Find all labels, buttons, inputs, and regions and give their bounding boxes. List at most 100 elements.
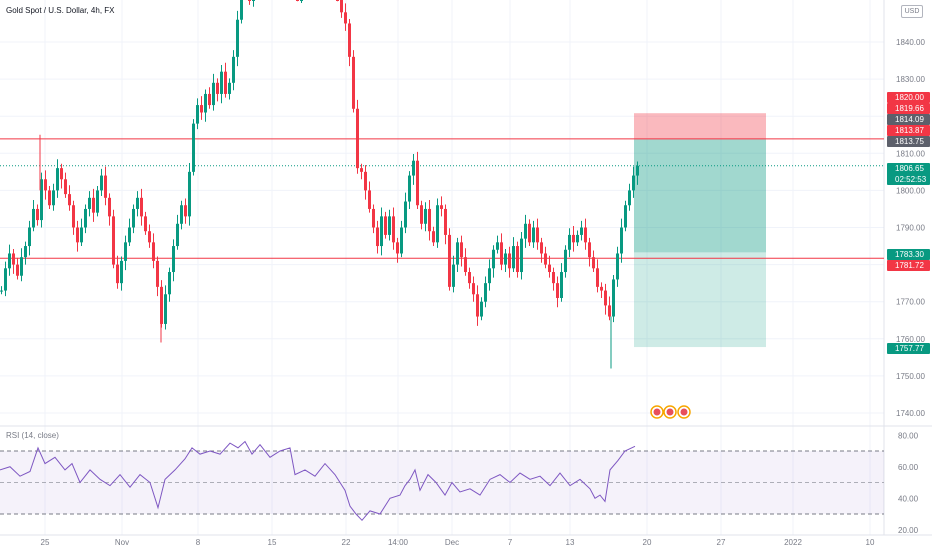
time-tick-label: 15	[268, 538, 277, 547]
time-tick-label: Nov	[115, 538, 129, 547]
candle-body	[104, 175, 107, 198]
candle-body	[472, 283, 475, 295]
candle-body	[400, 227, 403, 254]
rsi-tick-label: 40.00	[898, 494, 919, 503]
currency-badge[interactable]: USD	[901, 5, 923, 18]
candle-body	[552, 272, 555, 284]
time-tick-label: Dec	[445, 538, 459, 547]
candle-body	[180, 205, 183, 224]
price-tag-label: 1814.09	[895, 115, 924, 124]
candle-body	[620, 227, 623, 254]
candle-body	[512, 246, 515, 269]
candle-body	[376, 227, 379, 247]
rsi-title: RSI (14, close)	[6, 431, 59, 440]
candle-body	[88, 197, 91, 209]
candle-body	[436, 205, 439, 243]
candle-body	[352, 56, 355, 109]
candle-body	[252, 0, 255, 1]
time-tick-label: 27	[717, 538, 726, 547]
candle-body	[420, 205, 423, 224]
candle-body	[488, 268, 491, 284]
candle-body	[152, 242, 155, 261]
candle-body	[12, 253, 15, 265]
candle-body	[572, 234, 575, 243]
candle-body	[584, 227, 587, 243]
rsi-tick-label: 60.00	[898, 463, 919, 472]
price-tick-label: 1750.00	[896, 372, 925, 381]
price-tag	[887, 136, 930, 147]
candle-body	[336, 0, 339, 1]
price-tick-label: 1840.00	[896, 38, 925, 47]
candle-body	[184, 205, 187, 217]
price-tag-label: 1757.77	[895, 344, 924, 353]
candle-body	[240, 0, 243, 20]
candle-body	[456, 242, 459, 265]
candle-body	[636, 165, 639, 176]
candle-body	[360, 168, 363, 172]
candle-body	[432, 231, 435, 243]
candle-body	[296, 0, 299, 1]
candle-body	[208, 93, 211, 106]
price-tag	[887, 343, 930, 354]
candle-body	[628, 190, 631, 206]
price-tick-label: 1810.00	[896, 149, 925, 158]
candle-body	[460, 242, 463, 258]
time-tick-label: 22	[342, 538, 351, 547]
candle-body	[496, 242, 499, 250]
time-tick-label: 25	[41, 538, 50, 547]
candle-body	[612, 279, 615, 317]
candle-body	[528, 223, 531, 243]
candle-body	[220, 71, 223, 94]
candle-body	[344, 12, 347, 24]
candle-body	[392, 216, 395, 243]
candle-body	[212, 82, 215, 106]
candle-body	[72, 205, 75, 228]
price-tick-label: 1800.00	[896, 186, 925, 195]
candle-body	[484, 283, 487, 302]
time-tick-label: 14:00	[388, 538, 409, 547]
candle-body	[20, 257, 23, 276]
candle-body	[56, 168, 59, 191]
candle-body	[80, 227, 83, 243]
price-tag-label: 1781.72	[895, 261, 924, 270]
candle-body	[192, 123, 195, 172]
candle-body	[440, 205, 443, 209]
symbol-title: Gold Spot / U.S. Dollar, 4h, FX	[6, 6, 115, 15]
candle-body	[228, 82, 231, 94]
candle-body	[136, 197, 139, 209]
candle-body	[492, 249, 495, 269]
price-tick-label: 1790.00	[896, 224, 925, 233]
rsi-line	[0, 440, 636, 522]
candle-body	[92, 197, 95, 213]
candle-body	[96, 190, 99, 213]
candle-body	[408, 175, 411, 202]
candle-body	[632, 175, 635, 191]
price-tag	[887, 103, 930, 114]
time-tick-label: 8	[196, 538, 201, 547]
price-tag-label: 1806.65	[895, 164, 924, 173]
candle-body	[168, 272, 171, 295]
candle-body	[300, 0, 303, 1]
candle-body	[564, 249, 567, 273]
candle-body	[600, 286, 603, 291]
candle-body	[544, 253, 547, 265]
rsi-tick-label: 20.00	[898, 526, 919, 535]
target-zone-1	[634, 139, 766, 253]
price-tag-label: 1819.66	[895, 104, 924, 113]
candle-body	[164, 294, 167, 324]
candle-body	[368, 190, 371, 209]
candle-body	[500, 242, 503, 265]
candle-body	[384, 216, 387, 235]
candle-body	[380, 216, 383, 247]
candle-body	[100, 175, 103, 191]
candle-body	[356, 108, 359, 169]
price-tag	[887, 249, 930, 260]
candle-body	[624, 205, 627, 228]
price-tick-label: 1830.00	[896, 75, 925, 84]
candle-body	[176, 223, 179, 247]
candle-body	[524, 223, 527, 239]
rsi-tick-label: 80.00	[898, 431, 919, 440]
candle-body	[124, 242, 127, 261]
candle-body	[224, 71, 227, 94]
